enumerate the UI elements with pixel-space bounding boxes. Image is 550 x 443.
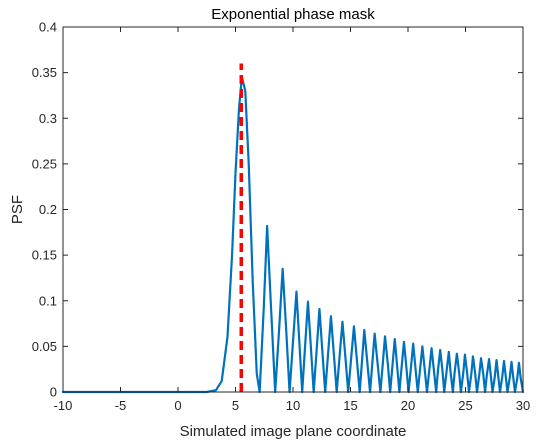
x-tick-label: 30 [516,398,530,413]
x-tick-label: 25 [458,398,472,413]
y-tick-label: 0.1 [39,293,57,308]
x-axis-label: Simulated image plane coordinate [180,423,407,440]
x-tick-label: -5 [115,398,127,413]
y-tick-label: 0 [50,385,57,400]
y-tick-label: 0.3 [39,111,57,126]
x-tick-label: 15 [343,398,357,413]
y-tick-label: 0.2 [39,202,57,217]
y-tick-label: 0.25 [32,156,57,171]
series-layer [61,63,525,394]
y-axis-label: PSF [9,195,26,224]
y-tick-label: 0.4 [39,20,57,35]
y-tick-label: 0.05 [32,339,57,354]
y-tick-label: 0.35 [32,65,57,80]
x-tick-label: 20 [401,398,415,413]
x-tick-label: 5 [232,398,239,413]
x-tick-label: 10 [286,398,300,413]
x-tick-label: -10 [54,398,73,413]
chart-title: Exponential phase mask [211,6,375,23]
x-tick-label: 0 [174,398,181,413]
psf-curve [61,76,525,394]
axes-layer: -10 -5 0 5 10 15 20 25 30 0 0.05 0.1 0.15 0.2 0.25 0.3 0… [32,20,531,414]
y-tick-label: 0.15 [32,248,57,263]
